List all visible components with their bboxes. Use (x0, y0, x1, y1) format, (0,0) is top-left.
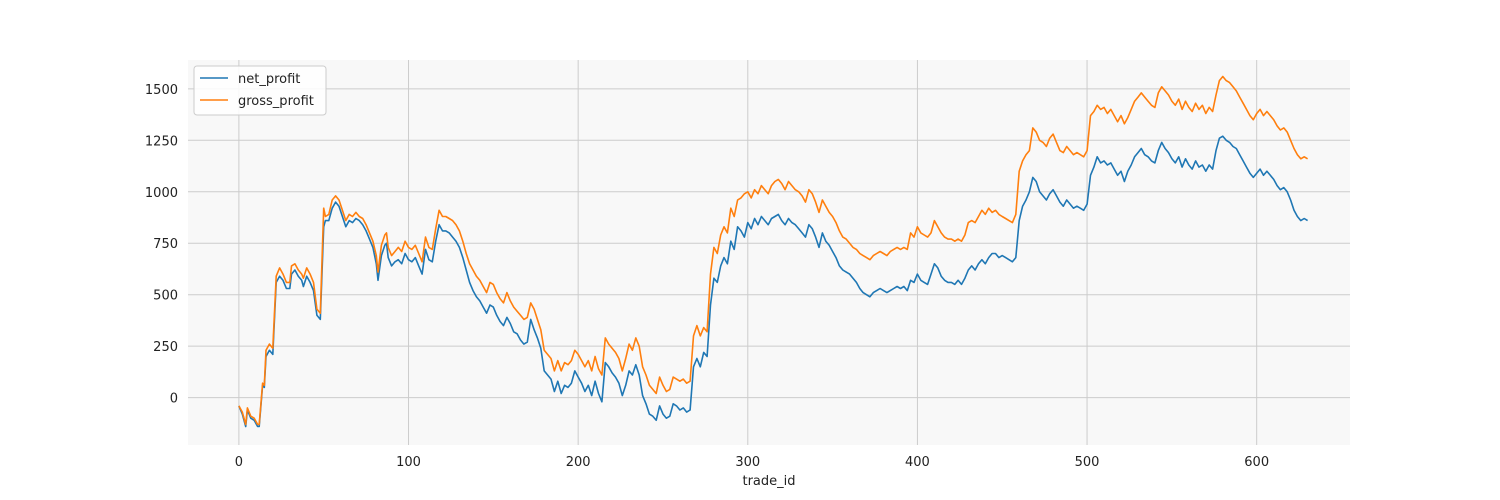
x-tick-label: 100 (396, 455, 421, 470)
x-tick-label: 200 (566, 455, 591, 470)
legend-label-net-profit: net_profit (238, 72, 300, 87)
x-tick-label: 0 (235, 455, 243, 470)
x-tick-label: 500 (1075, 455, 1100, 470)
y-tick-label: 1250 (145, 134, 178, 149)
y-tick-label: 1500 (145, 83, 178, 98)
x-tick-label: 600 (1244, 455, 1269, 470)
plot-area (188, 60, 1350, 445)
y-tick-label: 0 (170, 392, 178, 407)
series-line-gross-profit (238, 75, 1309, 426)
tick-labels: 0 100 200 300 400 500 600 0 250 500 750 1000 1250 150… (145, 83, 1269, 470)
series-line-net-profit (238, 135, 1309, 428)
y-tick-label: 750 (153, 237, 178, 252)
y-tick-label: 1000 (145, 186, 178, 201)
legend: net_profit gross_profit (193, 65, 327, 116)
y-tick-label: 500 (153, 289, 178, 304)
x-tick-label: 400 (905, 455, 930, 470)
legend-label-gross-profit: gross_profit (238, 94, 314, 109)
series-layer (238, 75, 1309, 428)
x-tick-label: 300 (735, 455, 760, 470)
x-axis-label: trade_id (742, 474, 795, 489)
y-tick-label: 250 (153, 340, 178, 355)
